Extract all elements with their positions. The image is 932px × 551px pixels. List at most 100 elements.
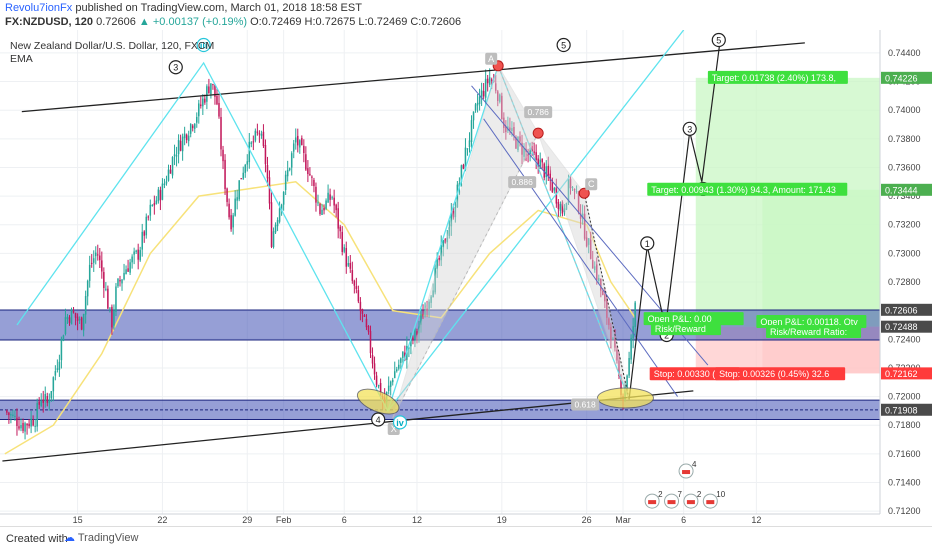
candle-body <box>238 180 240 200</box>
candle-body <box>220 116 222 150</box>
candle-body <box>228 203 230 218</box>
author-link[interactable]: Revolu7ionFx <box>5 2 73 14</box>
candle-body <box>541 158 543 163</box>
candle-body <box>527 153 529 155</box>
candle-body <box>60 338 63 361</box>
candle-body <box>361 309 364 314</box>
candle-body <box>511 128 513 132</box>
stop-label-1: Stop: 0.00330 ( <box>654 369 716 379</box>
candle-body <box>147 216 150 218</box>
candle-body <box>129 262 131 273</box>
candle-body <box>571 187 574 189</box>
y-tick-label: 0.72800 <box>888 277 921 287</box>
wave-label-1: 1 <box>645 239 650 249</box>
candle-body <box>74 312 77 318</box>
candle-body <box>24 423 26 432</box>
candle-body <box>456 184 459 208</box>
candle-body <box>84 296 87 315</box>
candle-body <box>301 138 303 145</box>
candle-body <box>274 224 277 233</box>
candle-body <box>212 84 214 86</box>
candle-body <box>36 403 38 427</box>
candle-body <box>567 178 570 203</box>
candle-body <box>270 202 273 247</box>
candle-body <box>602 290 604 296</box>
candle-body <box>161 183 164 200</box>
candle-body <box>412 337 414 341</box>
candle-body <box>268 177 271 204</box>
price-tag-label: 0.72488 <box>885 322 918 332</box>
y-tick-label: 0.73200 <box>888 220 921 230</box>
candle-body <box>377 384 380 387</box>
candle-body <box>359 301 362 311</box>
candle-body <box>351 270 354 281</box>
pnl-label-2: Open P&L: 0.00118, Qty <box>760 317 858 327</box>
x-axis[interactable]: 15 22 29 Feb 6 12 19 26 Mar 6 12 <box>0 513 880 525</box>
candle-body <box>139 250 141 261</box>
y-tick-label: 0.73000 <box>888 248 921 258</box>
candle-body <box>553 187 556 191</box>
ema-line <box>4 180 636 455</box>
event-count-label: 4 <box>692 460 697 469</box>
tradingview-logo[interactable]: ☁ TradingView <box>64 531 138 544</box>
candle-body <box>299 140 301 148</box>
candle-body <box>218 102 220 117</box>
wave-label-iv: iv <box>396 418 404 428</box>
y-axis[interactable]: 0.712000.714000.716000.718000.720000.722… <box>879 30 932 516</box>
candle-body <box>446 237 449 243</box>
candle-body <box>52 377 55 392</box>
highlight-ellipse-right <box>596 387 654 409</box>
wave-label-circle <box>556 37 571 53</box>
candle-body <box>555 187 558 204</box>
candle-body <box>535 152 537 160</box>
stop-label-2-bg <box>715 367 846 381</box>
candle-body <box>545 166 548 178</box>
candle-body <box>418 326 420 334</box>
candle-body <box>157 189 160 202</box>
candle-body <box>424 308 426 318</box>
candle-body <box>58 361 61 370</box>
candle-body <box>92 258 95 263</box>
candle-body <box>34 425 36 427</box>
blue-channel-line-1 <box>483 118 678 397</box>
event-flag-stripe <box>686 500 695 505</box>
candle-body <box>173 154 176 157</box>
candle-body <box>206 86 208 102</box>
candle-body <box>256 131 259 133</box>
candle-body <box>171 157 174 176</box>
ema-polyline <box>4 180 636 455</box>
candle-body <box>367 326 370 332</box>
candle-body <box>72 311 75 313</box>
candle-body <box>78 319 81 321</box>
candle-body <box>428 301 430 309</box>
wave-label-5: 5 <box>716 36 721 46</box>
candle-body <box>430 296 432 303</box>
legend-title: New Zealand Dollar/U.S. Dollar, 120, FXC… <box>10 40 214 52</box>
candle-body <box>101 260 103 272</box>
candle-body <box>402 351 404 358</box>
candle-body <box>284 174 287 190</box>
candle-body <box>375 375 378 385</box>
y-tick-label: 0.74400 <box>888 48 921 58</box>
price-tag-bg <box>881 320 932 333</box>
price-tag-label: 0.73444 <box>885 185 918 195</box>
y-tick-label: 0.71800 <box>888 420 921 430</box>
candle-body <box>80 317 83 330</box>
candle-body <box>290 153 293 168</box>
candle-body <box>135 250 137 252</box>
cloud-icon: ☁ <box>64 532 75 544</box>
candle-body <box>242 172 244 179</box>
candle-body <box>286 169 289 177</box>
candle-body <box>86 280 89 297</box>
candle-body <box>416 331 418 335</box>
wave-label-2: 2 <box>664 331 669 341</box>
candle-body <box>618 360 620 376</box>
candle-body <box>179 140 182 151</box>
candle-body <box>438 257 440 260</box>
candle-body <box>46 396 49 403</box>
candle-body <box>490 79 493 81</box>
candle-body <box>327 192 329 203</box>
harmonic-label-C: C <box>588 179 595 189</box>
candle-body <box>70 309 73 325</box>
